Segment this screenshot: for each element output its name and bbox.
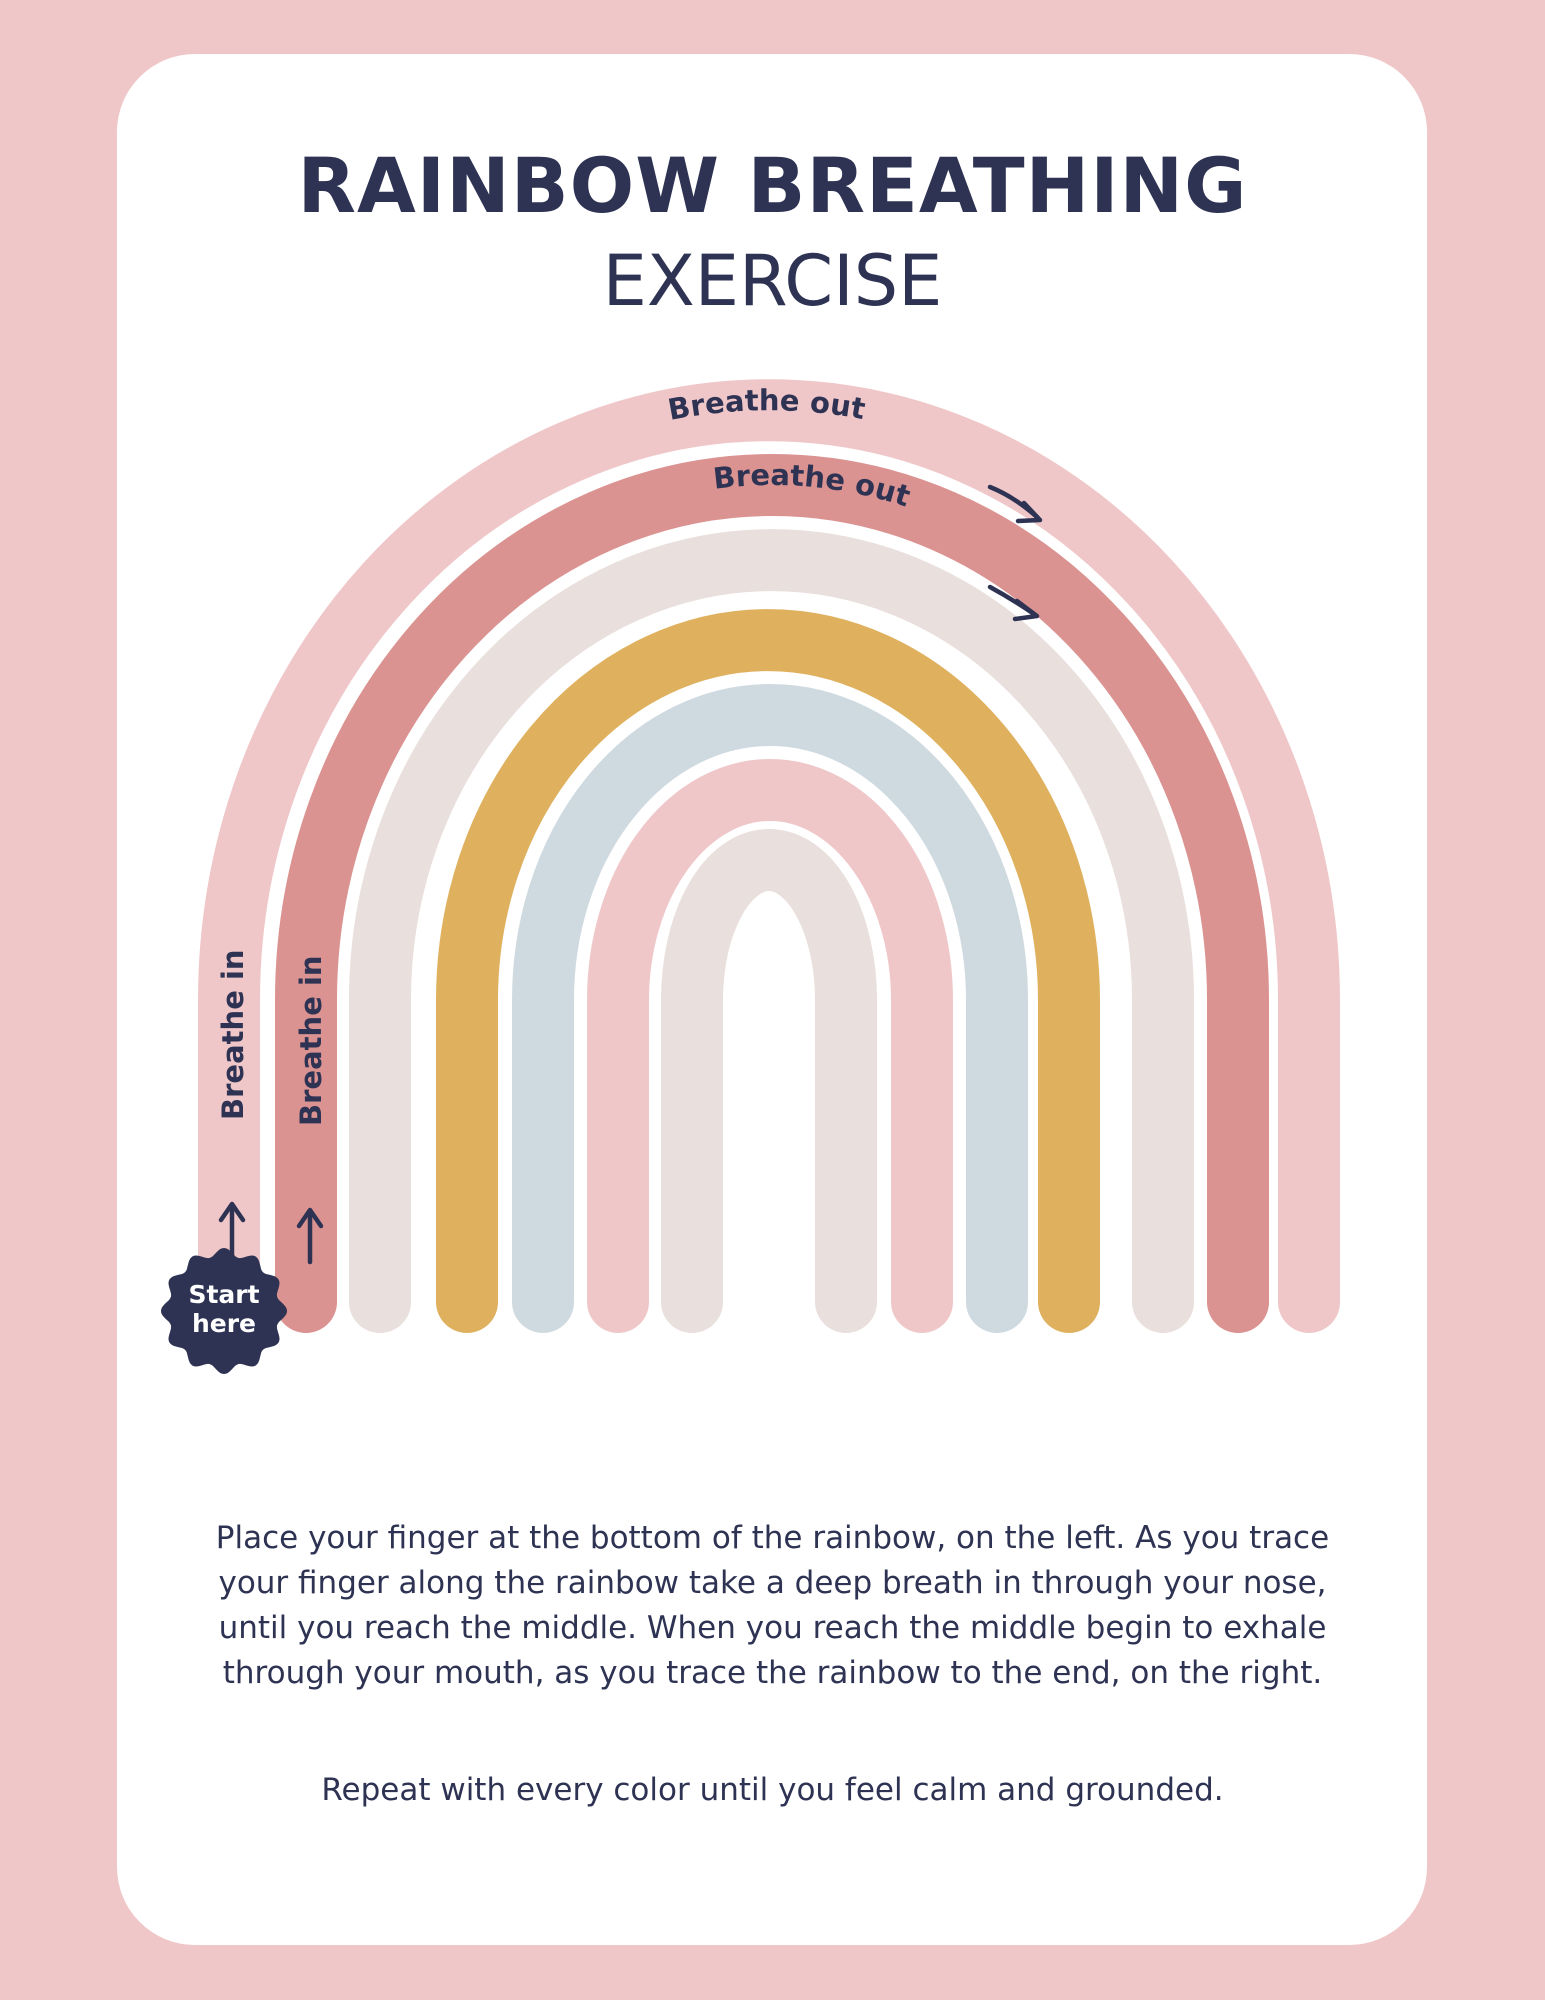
arrow-right-icon bbox=[987, 484, 1043, 524]
rainbow-band bbox=[436, 609, 1100, 1333]
repeat-instruction: Repeat with every color until you feel c… bbox=[321, 1772, 1224, 1808]
arrow-up-icon bbox=[296, 1207, 324, 1265]
breathe-in-inner-text: Breathe in bbox=[294, 955, 328, 1126]
start-badge: Start here bbox=[161, 1248, 287, 1374]
arrow-right-icon bbox=[987, 584, 1040, 622]
start-badge-line2: here bbox=[192, 1309, 256, 1338]
arrow-up-icon bbox=[218, 1201, 246, 1263]
rainbow-band bbox=[349, 529, 1194, 1333]
breathe-in-label-outer: Breathe in bbox=[216, 949, 250, 1120]
rainbow-band bbox=[198, 379, 1340, 1333]
breathe-in-label-inner: Breathe in bbox=[294, 955, 328, 1126]
rainbow-bands bbox=[191, 372, 1347, 1340]
instructions-paragraph: Place your finger at the bottom of the r… bbox=[215, 1520, 1330, 1691]
rainbow-band bbox=[661, 829, 877, 1333]
rainbow-band bbox=[512, 684, 1028, 1333]
breathe-in-outer-text: Breathe in bbox=[216, 949, 250, 1120]
rainbow-band bbox=[587, 759, 953, 1333]
start-badge-line1: Start bbox=[188, 1280, 259, 1309]
page-title: RAINBOW BREATHING bbox=[297, 141, 1248, 230]
page-subtitle: EXERCISE bbox=[602, 240, 943, 322]
rainbow-band bbox=[275, 454, 1269, 1333]
